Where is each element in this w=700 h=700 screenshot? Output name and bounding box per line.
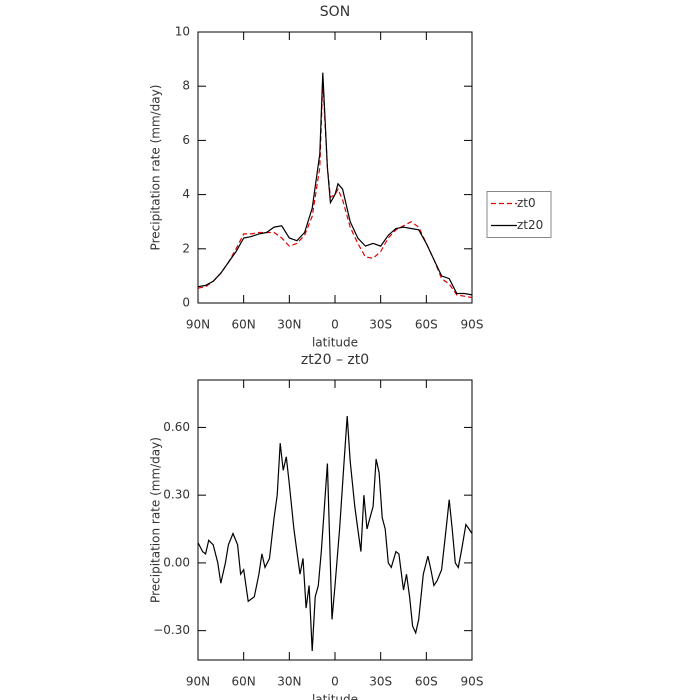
chart-title: zt20 – zt0 bbox=[301, 352, 369, 368]
y-tick-label: 10 bbox=[175, 25, 190, 39]
x-tick-label: 0 bbox=[331, 318, 339, 332]
y-axis-label: Precipitation rate (mm/day) bbox=[149, 437, 163, 603]
x-tick-label: 90S bbox=[461, 318, 484, 332]
legend-box bbox=[486, 191, 552, 238]
x-tick-label: 60S bbox=[415, 318, 438, 332]
x-tick-label: 90N bbox=[186, 318, 210, 332]
y-axis-label: Precipitation rate (mm/day) bbox=[149, 85, 163, 251]
data-line bbox=[197, 72, 473, 296]
y-tick-label: 0.00 bbox=[163, 555, 190, 569]
y-tick-label: 0.30 bbox=[163, 488, 190, 502]
y-tick-label: 0 bbox=[182, 296, 190, 310]
data-line bbox=[197, 80, 473, 299]
chart-title: SON bbox=[320, 4, 350, 20]
x-tick-label: 60N bbox=[232, 675, 256, 689]
x-tick-label: 30N bbox=[277, 318, 301, 332]
y-tick-label: 4 bbox=[182, 187, 190, 201]
data-line bbox=[197, 416, 473, 652]
x-tick-label: 60N bbox=[232, 318, 256, 332]
y-tick-label: 0.60 bbox=[163, 420, 190, 434]
x-tick-label: 90N bbox=[186, 675, 210, 689]
x-tick-label: 30S bbox=[369, 318, 392, 332]
legend-label: zt20 bbox=[517, 218, 543, 232]
x-tick-label: 90S bbox=[461, 675, 484, 689]
x-tick-label: 0 bbox=[331, 675, 339, 689]
x-tick-label: 60S bbox=[415, 675, 438, 689]
y-tick-label: 6 bbox=[182, 133, 190, 147]
x-axis-label: latitude bbox=[312, 693, 358, 700]
x-tick-label: 30S bbox=[369, 675, 392, 689]
y-tick-label: 2 bbox=[182, 241, 190, 255]
x-axis-label: latitude bbox=[312, 336, 358, 350]
x-tick-label: 30N bbox=[277, 675, 301, 689]
plot-frame bbox=[197, 379, 473, 661]
plot-frame bbox=[197, 31, 473, 304]
legend-label: zt0 bbox=[517, 196, 536, 210]
y-tick-label: 8 bbox=[182, 79, 190, 93]
y-tick-label: −0.30 bbox=[153, 623, 190, 637]
